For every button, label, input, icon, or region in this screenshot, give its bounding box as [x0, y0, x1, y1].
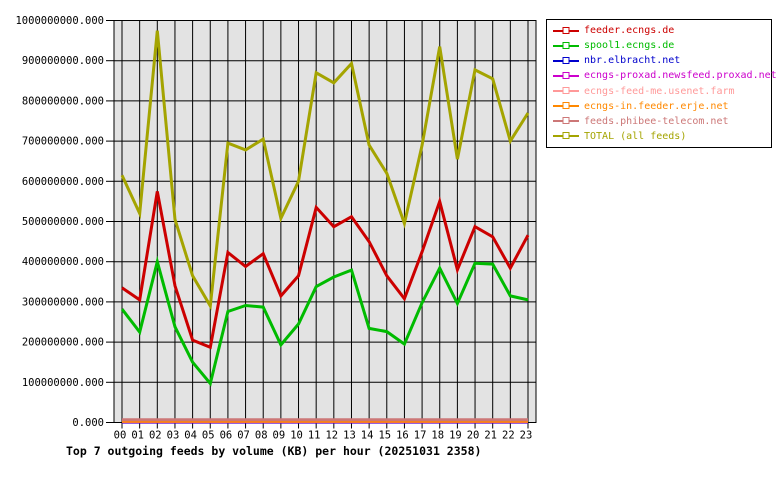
x-tick-label: 07: [237, 430, 250, 442]
legend-line-icon: [553, 132, 579, 140]
legend-item-label: feeder.ecngs.de: [584, 25, 675, 37]
y-tick-label: 1000000000.000: [15, 15, 104, 27]
legend-item: nbr.elbracht.net: [553, 54, 769, 68]
x-tick-label: 19: [449, 430, 462, 442]
legend-item: ecngs-in.feeder.erje.net: [553, 99, 769, 113]
y-tick-label: 200000000.000: [22, 337, 104, 349]
legend-item-label: ecngs-in.feeder.erje.net: [584, 100, 729, 112]
x-tick-label: 03: [167, 430, 180, 442]
x-tick-label: 00: [114, 430, 127, 442]
x-tick-label: 10: [290, 430, 303, 442]
x-tick-label: 13: [343, 430, 356, 442]
y-tick-label: 0.000: [72, 417, 104, 429]
legend-item: ecngs-proxad.newsfeed.proxad.net: [553, 69, 777, 83]
x-tick-label: 20: [467, 430, 480, 442]
x-tick-label: 17: [414, 430, 427, 442]
legend-line-icon: [553, 41, 579, 49]
legend-item-label: ecngs-feed-me.usenet.farm: [584, 85, 735, 97]
legend-item: spool1.ecngs.de: [553, 39, 769, 53]
series-line-feeder-ecngs-de: [121, 191, 530, 350]
legend-item: feeder.ecngs.de: [553, 24, 769, 38]
x-tick-label: 15: [378, 430, 391, 442]
legend-line-icon: [553, 26, 579, 34]
legend-item: feeds.phibee-telecom.net: [553, 114, 769, 128]
x-tick-label: 09: [273, 430, 286, 442]
legend-line-icon: [553, 102, 579, 110]
y-tick-label: 400000000.000: [22, 256, 104, 268]
legend-line-icon: [553, 117, 579, 125]
x-tick-label: 16: [396, 430, 409, 442]
chart-title: Top 7 outgoing feeds by volume (KB) per …: [66, 444, 482, 458]
series-line-spool1-ecngs-de: [120, 255, 529, 387]
y-tick-label: 800000000.000: [22, 95, 104, 107]
x-tick-label: 18: [431, 430, 444, 442]
x-tick-label: 05: [202, 430, 215, 442]
x-tick-label: 04: [184, 430, 197, 442]
legend-item: ecngs-feed-me.usenet.farm: [553, 84, 769, 98]
legend-item-label: feeds.phibee-telecom.net: [584, 115, 729, 127]
x-tick-label: 02: [149, 430, 162, 442]
legend-line-icon: [553, 71, 579, 79]
x-tick-label: 14: [361, 430, 374, 442]
legend-item-label: spool1.ecngs.de: [584, 40, 675, 52]
x-tick-label: 11: [308, 430, 321, 442]
y-tick-label: 700000000.000: [22, 136, 104, 148]
y-tick-label: 900000000.000: [22, 55, 104, 67]
x-tick-label: 22: [502, 430, 515, 442]
legend-item: TOTAL (all feeds): [553, 129, 769, 143]
x-tick-label: 08: [255, 430, 268, 442]
x-tick-label: 06: [220, 430, 233, 442]
x-tick-label: 21: [484, 430, 497, 442]
y-tick-label: 500000000.000: [22, 216, 104, 228]
legend-item-label: TOTAL (all feeds): [584, 130, 687, 142]
x-tick-label: 01: [131, 430, 144, 442]
series-line-total-all-feeds-: [120, 30, 530, 311]
legend-box: feeder.ecngs.de spool1.ecngs.de nbr.elbrac…: [546, 19, 777, 148]
legend-item-label: ecngs-proxad.newsfeed.proxad.net: [584, 70, 777, 82]
legend-line-icon: [553, 87, 579, 95]
legend-item-label: nbr.elbracht.net: [584, 55, 681, 67]
x-tick-label: 12: [325, 430, 338, 442]
y-tick-label: 100000000.000: [22, 377, 104, 389]
y-tick-label: 300000000.000: [22, 296, 104, 308]
x-tick-label: 23: [520, 430, 533, 442]
legend-line-icon: [553, 56, 579, 64]
y-tick-label: 600000000.000: [22, 176, 104, 188]
